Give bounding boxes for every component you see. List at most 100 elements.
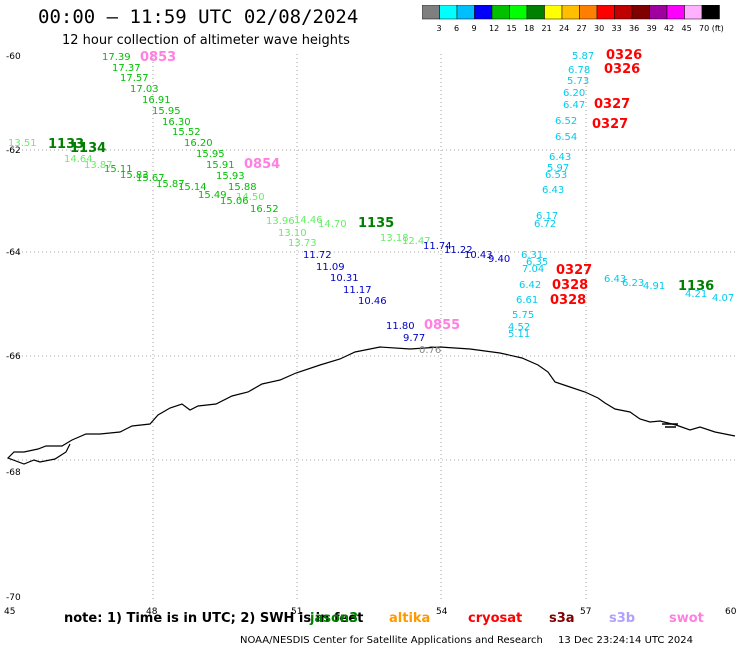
wave-height-label: 15.83 [120, 170, 149, 181]
wave-height-label: 15.95 [152, 106, 181, 117]
scale-swatch [614, 5, 633, 20]
scale-tick-label: 21 [542, 24, 552, 33]
satellite-s3a: s3a [549, 611, 575, 626]
lon-label: 51 [291, 607, 302, 617]
scale-swatch [649, 5, 668, 20]
wave-height-label: 13.10 [278, 228, 307, 239]
pass-time-label: 0855 [424, 318, 460, 333]
scale-swatch [561, 5, 580, 20]
note-text: note: 1) Time is in UTC; 2) SWH is in fe… [64, 611, 364, 626]
scale-swatch [491, 5, 510, 20]
wave-height-label: 17.39 [102, 52, 131, 63]
wave-height-label: 16.91 [142, 95, 171, 106]
wave-height-label: 11.72 [303, 250, 332, 261]
wave-height-label: 15.95 [196, 149, 225, 160]
lat-label: -68 [6, 468, 21, 478]
pass-time-label: 0328 [550, 293, 586, 308]
pass-time-label: 1135 [358, 216, 394, 231]
scale-swatch [544, 5, 563, 20]
lon-label: 57 [580, 607, 591, 617]
wave-height-label: 11.22 [444, 245, 473, 256]
pass-time-label: 0853 [140, 50, 176, 65]
wave-height-label: 14.46 [294, 215, 323, 226]
wave-height-label: 6.72 [534, 219, 556, 230]
wave-height-label: 13.51 [8, 138, 37, 149]
scale-swatch [474, 5, 493, 20]
wave-height-label: 16.30 [162, 117, 191, 128]
wave-height-label: 16.52 [250, 204, 279, 215]
latitude-labels: -60 -62 -64 -66 -68 -70 [6, 52, 21, 603]
scale-swatch [596, 5, 615, 20]
pass-time-label: 0326 [606, 48, 642, 63]
wave-height-label: 5.73 [567, 76, 589, 87]
wave-height-label: 6.23 [622, 278, 644, 289]
longitude-labels: 45 48 51 54 57 60 [4, 607, 737, 617]
lon-label: 48 [146, 607, 158, 617]
wave-height-label: 6.35 [526, 257, 548, 268]
coastline [6, 346, 736, 465]
scale-tick-label: 18 [524, 24, 534, 33]
footer-date: 13 Dec 23:24:14 UTC 2024 [558, 635, 694, 646]
wave-height-label: 6.43 [542, 185, 564, 196]
wave-height-label: 4.07 [712, 293, 734, 304]
scale-tick-label: 24 [559, 24, 569, 33]
wave-height-label: 6.43 [549, 152, 571, 163]
scale-swatch [701, 5, 720, 20]
wave-height-label: 15.14 [178, 182, 207, 193]
wave-height-label: 15.67 [136, 173, 165, 184]
wave-height-label: 4.52 [508, 322, 530, 333]
scale-tick-label: 45 [682, 24, 692, 33]
scale-tick-label: 12 [489, 24, 499, 33]
footer: NOAA/NESDIS Center for Satellite Applica… [240, 635, 693, 646]
coastline-island [662, 423, 678, 428]
wave-height-label: 4.21 [685, 289, 707, 300]
wave-height-label: 6.54 [555, 132, 577, 143]
wave-height-label: 5.87 [572, 51, 594, 62]
wave-height-label: 6.53 [545, 170, 567, 181]
wave-height-label: 6.47 [563, 100, 585, 111]
lat-label: -62 [6, 146, 21, 156]
lon-label: 45 [4, 607, 15, 617]
scale-swatch [509, 5, 528, 20]
wave-height-label: 5.11 [508, 329, 530, 340]
satellite-cryosat: cryosat [468, 611, 523, 626]
wave-height-label: 14.70 [318, 219, 347, 230]
scale-swatch [666, 5, 685, 20]
wave-height-label: 11.17 [343, 285, 372, 296]
wave-height-label: 6.43 [604, 274, 626, 285]
gridlines [10, 54, 735, 600]
pass-time-label: 1136 [678, 279, 714, 294]
page-subtitle: 12 hour collection of altimeter wave hei… [62, 33, 350, 48]
wave-height-label: 11.09 [316, 262, 345, 273]
scale-tick-label: 36 [629, 24, 639, 33]
wave-height-label: 10.43 [464, 250, 493, 261]
lon-label: 54 [436, 607, 448, 617]
wave-height-label: 6.52 [555, 116, 577, 127]
wave-height-label: 9.77 [403, 333, 425, 344]
wave-height-label: 15.52 [172, 127, 201, 138]
scale-tick-label: 70 (ft) [699, 24, 724, 33]
wave-height-label: 13.96 [266, 216, 295, 227]
satellite-jason3: jason3 [310, 611, 359, 626]
pass-time-label: 1133 [48, 137, 84, 152]
wave-height-label: 9.40 [488, 254, 510, 265]
wave-height-label: 4.91 [643, 281, 665, 292]
wave-height-label: 11.74 [423, 241, 452, 252]
wave-height-label: 10.46 [358, 296, 387, 307]
scale-tick-label: 30 [594, 24, 604, 33]
wave-height-label: 11.80 [386, 321, 415, 332]
satellite-s3b: s3b [609, 611, 636, 626]
wave-height-labels: 17.3917.3717.5717.0316.9115.9516.3015.52… [8, 48, 734, 356]
wave-height-label: 7.04 [522, 264, 544, 275]
lat-label: -64 [6, 248, 21, 258]
satellite-altika: altika [389, 611, 431, 626]
scale-tick-label: 42 [664, 24, 674, 33]
wave-height-label: 15.11 [104, 164, 133, 175]
wave-height-label: 17.57 [120, 73, 149, 84]
scale-tick-label: 9 [472, 24, 477, 33]
wave-height-label: 6.61 [516, 295, 538, 306]
footer-org: NOAA/NESDIS Center for Satellite Applica… [240, 635, 543, 646]
wave-height-label: 14.64 [64, 154, 93, 165]
wave-height-label: 13.87 [84, 160, 113, 171]
scale-swatch [526, 5, 545, 20]
